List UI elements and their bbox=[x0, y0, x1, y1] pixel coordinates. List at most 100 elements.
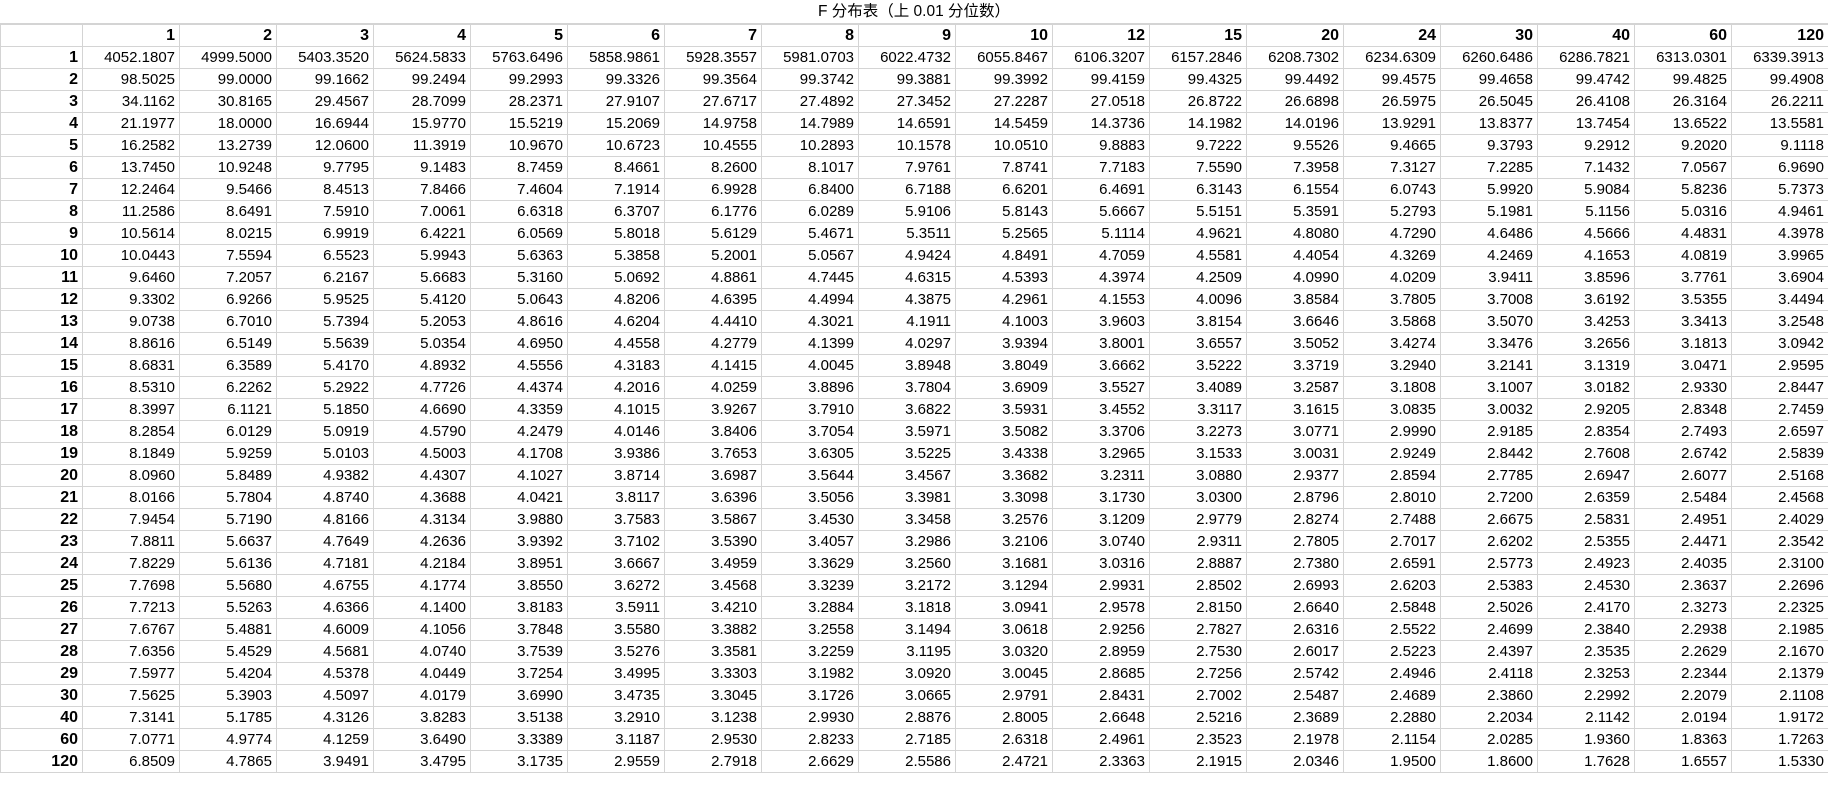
row-header-cell[interactable]: 14 bbox=[0, 332, 83, 355]
table-cell[interactable]: 5.2922 bbox=[276, 376, 374, 399]
table-cell[interactable]: 4.9621 bbox=[1149, 222, 1247, 245]
table-cell[interactable]: 7.0567 bbox=[1634, 156, 1732, 179]
table-cell[interactable]: 4.1911 bbox=[858, 310, 956, 333]
table-cell[interactable]: 6.9266 bbox=[179, 288, 277, 311]
table-cell[interactable]: 9.7795 bbox=[276, 156, 374, 179]
table-cell[interactable]: 8.8616 bbox=[82, 332, 180, 355]
table-cell[interactable]: 2.4029 bbox=[1731, 508, 1828, 531]
table-cell[interactable]: 2.3860 bbox=[1440, 684, 1538, 707]
table-cell[interactable]: 8.4513 bbox=[276, 178, 374, 201]
table-cell[interactable]: 3.0032 bbox=[1440, 398, 1538, 421]
row-header-cell[interactable]: 25 bbox=[0, 574, 83, 597]
table-cell[interactable]: 3.1294 bbox=[955, 574, 1053, 597]
table-cell[interactable]: 2.3535 bbox=[1537, 640, 1635, 663]
column-header-cell[interactable]: 2 bbox=[179, 24, 277, 47]
table-cell[interactable]: 5.3858 bbox=[567, 244, 665, 267]
table-cell[interactable]: 5.0354 bbox=[373, 332, 471, 355]
table-cell[interactable]: 2.7785 bbox=[1440, 464, 1538, 487]
row-header-cell[interactable]: 22 bbox=[0, 508, 83, 531]
table-cell[interactable]: 3.4959 bbox=[664, 552, 762, 575]
table-cell[interactable]: 99.4825 bbox=[1634, 68, 1732, 91]
table-cell[interactable]: 3.2106 bbox=[955, 530, 1053, 553]
table-cell[interactable]: 6286.7821 bbox=[1537, 46, 1635, 69]
table-cell[interactable]: 2.5355 bbox=[1537, 530, 1635, 553]
table-cell[interactable]: 3.2172 bbox=[858, 574, 956, 597]
column-header-cell[interactable]: 30 bbox=[1440, 24, 1538, 47]
table-cell[interactable]: 2.7805 bbox=[1246, 530, 1344, 553]
table-cell[interactable]: 2.9311 bbox=[1149, 530, 1247, 553]
table-cell[interactable]: 2.2696 bbox=[1731, 574, 1828, 597]
table-cell[interactable]: 7.5594 bbox=[179, 244, 277, 267]
table-cell[interactable]: 3.7804 bbox=[858, 376, 956, 399]
table-cell[interactable]: 4.5581 bbox=[1149, 244, 1247, 267]
table-cell[interactable]: 5.0103 bbox=[276, 442, 374, 465]
table-cell[interactable]: 6.4691 bbox=[1052, 178, 1150, 201]
table-cell[interactable]: 2.4568 bbox=[1731, 486, 1828, 509]
table-cell[interactable]: 3.3629 bbox=[761, 552, 859, 575]
table-cell[interactable]: 7.6767 bbox=[82, 618, 180, 641]
table-cell[interactable]: 3.8154 bbox=[1149, 310, 1247, 333]
table-cell[interactable]: 99.3881 bbox=[858, 68, 956, 91]
table-cell[interactable]: 2.6077 bbox=[1634, 464, 1732, 487]
table-cell[interactable]: 4.7865 bbox=[179, 750, 277, 773]
row-header-cell[interactable]: 60 bbox=[0, 728, 83, 751]
table-cell[interactable]: 6.7010 bbox=[179, 310, 277, 333]
table-cell[interactable]: 4.1400 bbox=[373, 596, 471, 619]
table-cell[interactable]: 2.7608 bbox=[1537, 442, 1635, 465]
table-cell[interactable]: 14.3736 bbox=[1052, 112, 1150, 135]
row-header-cell[interactable]: 27 bbox=[0, 618, 83, 641]
table-cell[interactable]: 16.2582 bbox=[82, 134, 180, 157]
row-header-cell[interactable]: 16 bbox=[0, 376, 83, 399]
table-cell[interactable]: 4.8932 bbox=[373, 354, 471, 377]
table-cell[interactable]: 10.1578 bbox=[858, 134, 956, 157]
table-cell[interactable]: 9.6460 bbox=[82, 266, 180, 289]
table-cell[interactable]: 8.6831 bbox=[82, 354, 180, 377]
table-cell[interactable]: 3.3389 bbox=[470, 728, 568, 751]
table-cell[interactable]: 3.8948 bbox=[858, 354, 956, 377]
table-cell[interactable]: 7.8229 bbox=[82, 552, 180, 575]
table-cell[interactable]: 7.5910 bbox=[276, 200, 374, 223]
table-cell[interactable]: 6.0569 bbox=[470, 222, 568, 245]
table-cell[interactable]: 8.0215 bbox=[179, 222, 277, 245]
table-cell[interactable]: 7.0061 bbox=[373, 200, 471, 223]
table-cell[interactable]: 3.4552 bbox=[1052, 398, 1150, 421]
table-cell[interactable]: 3.6990 bbox=[470, 684, 568, 707]
table-cell[interactable]: 2.4923 bbox=[1537, 552, 1635, 575]
column-header-cell[interactable]: 120 bbox=[1731, 24, 1828, 47]
table-cell[interactable]: 3.2560 bbox=[858, 552, 956, 575]
row-header-cell[interactable]: 21 bbox=[0, 486, 83, 509]
table-cell[interactable]: 4.0740 bbox=[373, 640, 471, 663]
table-cell[interactable]: 9.3302 bbox=[82, 288, 180, 311]
table-cell[interactable]: 3.8183 bbox=[470, 596, 568, 619]
table-cell[interactable]: 3.8001 bbox=[1052, 332, 1150, 355]
table-cell[interactable]: 2.6648 bbox=[1052, 706, 1150, 729]
table-cell[interactable]: 99.4742 bbox=[1537, 68, 1635, 91]
table-cell[interactable]: 3.6822 bbox=[858, 398, 956, 421]
table-cell[interactable]: 8.1017 bbox=[761, 156, 859, 179]
table-cell[interactable]: 5.2565 bbox=[955, 222, 1053, 245]
table-cell[interactable]: 2.7185 bbox=[858, 728, 956, 751]
table-cell[interactable]: 26.6898 bbox=[1246, 90, 1344, 113]
table-cell[interactable]: 3.7583 bbox=[567, 508, 665, 531]
table-cell[interactable]: 3.2587 bbox=[1246, 376, 1344, 399]
table-cell[interactable]: 99.3992 bbox=[955, 68, 1053, 91]
table-cell[interactable]: 15.5219 bbox=[470, 112, 568, 135]
table-cell[interactable]: 9.8883 bbox=[1052, 134, 1150, 157]
table-cell[interactable]: 6.2262 bbox=[179, 376, 277, 399]
table-cell[interactable]: 5763.6496 bbox=[470, 46, 568, 69]
table-cell[interactable]: 2.1154 bbox=[1343, 728, 1441, 751]
table-title[interactable]: F 分布表（上 0.01 分位数） bbox=[0, 0, 1828, 24]
row-header-cell[interactable]: 6 bbox=[0, 156, 83, 179]
table-cell[interactable]: 2.8354 bbox=[1537, 420, 1635, 443]
table-cell[interactable]: 2.4471 bbox=[1634, 530, 1732, 553]
table-cell[interactable]: 1.9360 bbox=[1537, 728, 1635, 751]
table-cell[interactable]: 2.5216 bbox=[1149, 706, 1247, 729]
table-cell[interactable]: 3.1209 bbox=[1052, 508, 1150, 531]
table-cell[interactable]: 2.7493 bbox=[1634, 420, 1732, 443]
table-cell[interactable]: 11.3919 bbox=[373, 134, 471, 157]
table-cell[interactable]: 2.8010 bbox=[1343, 486, 1441, 509]
table-cell[interactable]: 26.5045 bbox=[1440, 90, 1538, 113]
table-cell[interactable]: 2.4699 bbox=[1440, 618, 1538, 641]
table-cell[interactable]: 99.3564 bbox=[664, 68, 762, 91]
table-cell[interactable]: 3.0771 bbox=[1246, 420, 1344, 443]
